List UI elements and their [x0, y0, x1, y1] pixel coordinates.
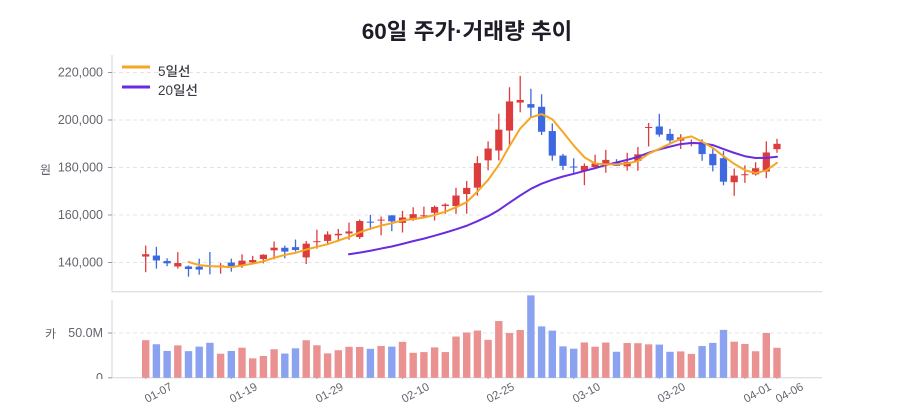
svg-text:50.0M: 50.0M: [68, 326, 103, 340]
svg-text:140,000: 140,000: [58, 256, 103, 270]
svg-text:160,000: 160,000: [58, 208, 103, 222]
svg-text:200,000: 200,000: [58, 113, 103, 127]
svg-text:220,000: 220,000: [58, 66, 103, 80]
svg-text:180,000: 180,000: [58, 161, 103, 175]
